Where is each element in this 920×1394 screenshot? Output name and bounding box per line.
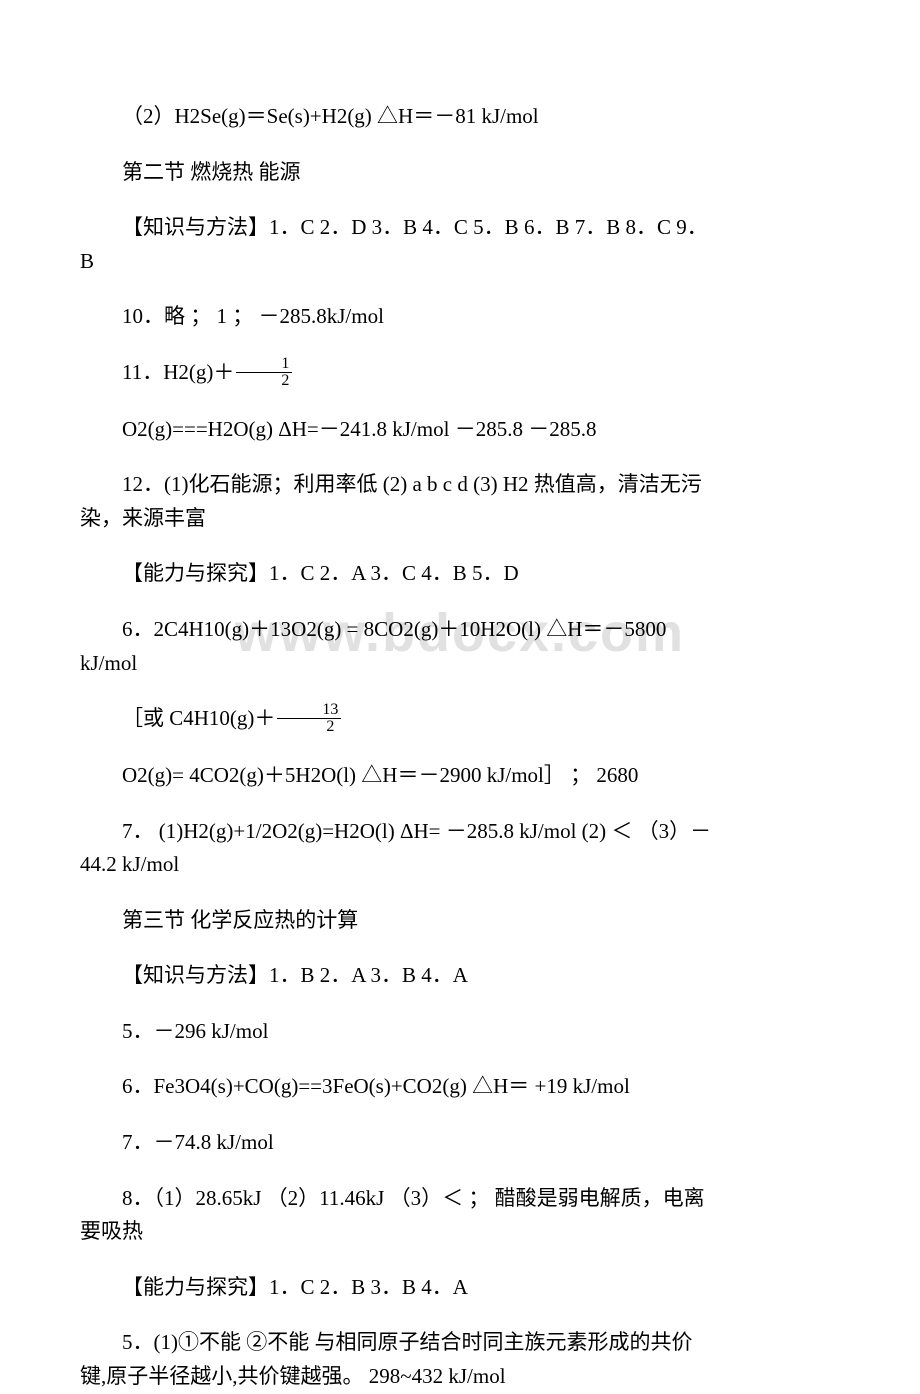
section-title: 第三节 化学反应热的计算 xyxy=(80,904,840,938)
paragraph-line: B xyxy=(80,245,840,279)
text-segment: 11．H2(g)＋ xyxy=(122,360,234,384)
paragraph: 5．－296 kJ/mol xyxy=(80,1015,840,1049)
paragraph: 【能力与探究】1．C 2．B 3．B 4．A xyxy=(80,1271,840,1305)
paragraph-line: kJ/mol xyxy=(80,647,840,681)
paragraph-block: 8．（1）28.65kJ （2）11.46kJ （3）＜ ； 醋酸是弱电解质，电… xyxy=(80,1182,840,1249)
section-title: 第二节 燃烧热 能源 xyxy=(80,156,840,190)
paragraph: O2(g)===H2O(g) ΔH=－241.8 kJ/mol －285.8 －… xyxy=(80,413,840,447)
fraction-numerator: 1 xyxy=(236,356,292,373)
paragraph: 6．Fe3O4(s)+CO(g)==3FeO(s)+CO2(g) △H＝ +19… xyxy=(80,1070,840,1104)
paragraph-block: 【知识与方法】1．C 2．D 3．B 4．C 5．B 6．B 7．B 8．C 9… xyxy=(80,211,840,278)
fraction-denominator: 2 xyxy=(277,719,341,735)
fraction: 132 xyxy=(277,702,341,735)
paragraph: 10．略 ； 1 ； －285.8kJ/mol xyxy=(80,300,840,334)
fraction-numerator: 13 xyxy=(277,702,341,719)
paragraph-line: 12．(1)化石能源；利用率低 (2) a b c d (3) H2 热值高，清… xyxy=(80,468,840,502)
paragraph-line: 8．（1）28.65kJ （2）11.46kJ （3）＜ ； 醋酸是弱电解质，电… xyxy=(80,1182,840,1216)
paragraph-block: 6．2C4H10(g)＋13O2(g) = 8CO2(g)＋10H2O(l) △… xyxy=(80,613,840,680)
paragraph-line: 5．(1)①不能 ②不能 与相同原子结合时同主族元素形成的共价 xyxy=(80,1326,840,1360)
paragraph-block: 7． (1)H2(g)+1/2O2(g)=H2O(l) ΔH= －285.8 k… xyxy=(80,815,840,882)
paragraph-block: 12．(1)化石能源；利用率低 (2) a b c d (3) H2 热值高，清… xyxy=(80,468,840,535)
text-segment: ［或 C4H10(g)＋ xyxy=(122,706,275,730)
paragraph-line: 7． (1)H2(g)+1/2O2(g)=H2O(l) ΔH= －285.8 k… xyxy=(80,815,840,849)
paragraph: 【能力与探究】1．C 2．A 3．C 4．B 5．D xyxy=(80,557,840,591)
paragraph-line: 要吸热 xyxy=(80,1215,840,1249)
paragraph-line: 【知识与方法】1．C 2．D 3．B 4．C 5．B 6．B 7．B 8．C 9… xyxy=(80,211,840,245)
paragraph-line: 44.2 kJ/mol xyxy=(80,848,840,882)
paragraph: ［或 C4H10(g)＋132 xyxy=(80,702,840,737)
paragraph: O2(g)= 4CO2(g)＋5H2O(l) △H＝－2900 kJ/mol］ … xyxy=(80,759,840,793)
paragraph: 【知识与方法】1．B 2．A 3．B 4．A xyxy=(80,959,840,993)
paragraph-line: 染，来源丰富 xyxy=(80,502,840,536)
document-content: （2）H2Se(g)＝Se(s)+H2(g) △H＝－81 kJ/mol 第二节… xyxy=(80,100,840,1394)
paragraph-line: 键,原子半径越小,共价键越强。 298~432 kJ/mol xyxy=(80,1360,840,1394)
paragraph: （2）H2Se(g)＝Se(s)+H2(g) △H＝－81 kJ/mol xyxy=(80,100,840,134)
fraction-denominator: 2 xyxy=(236,373,292,389)
paragraph: 7．－74.8 kJ/mol xyxy=(80,1126,840,1160)
fraction: 12 xyxy=(236,356,292,389)
paragraph-line: 6．2C4H10(g)＋13O2(g) = 8CO2(g)＋10H2O(l) △… xyxy=(80,613,840,647)
paragraph: 11．H2(g)＋12 xyxy=(80,356,840,391)
paragraph-block: 5．(1)①不能 ②不能 与相同原子结合时同主族元素形成的共价 键,原子半径越小… xyxy=(80,1326,840,1393)
